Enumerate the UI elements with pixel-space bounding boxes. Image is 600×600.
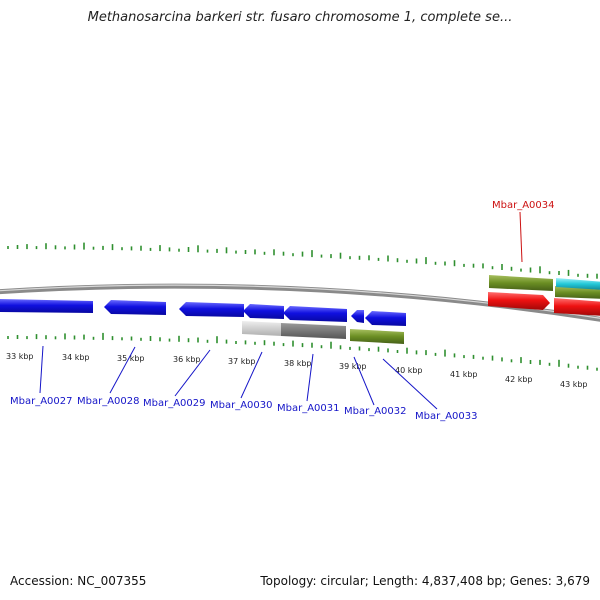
gene-labels: Mbar_A0027 Mbar_A0028 Mbar_A0029 Mbar_A0… — [10, 200, 555, 422]
kbp-label: 40 kbp — [395, 366, 423, 375]
gene-label-mbar-a0033[interactable]: Mbar_A0033 — [415, 411, 478, 422]
feature-cyan[interactable] — [556, 278, 600, 290]
kbp-label: 35 kbp — [117, 354, 145, 363]
gene-feature-mbar-a0034[interactable] — [488, 292, 550, 310]
gc-skew-ticks-bottom — [7, 332, 598, 371]
feature-gray-light[interactable] — [242, 321, 282, 336]
leader-line-mbar-a0029 — [174, 349, 211, 397]
leader-line-mbar-a0030 — [240, 351, 263, 399]
leader-line-mbar-a0027 — [39, 345, 44, 394]
feature-gray-dark[interactable] — [281, 323, 346, 339]
kbp-scale-labels: 33 kbp 34 kbp 35 kbp 36 kbp 37 kbp 38 kb… — [6, 352, 588, 389]
gene-label-mbar-a0029[interactable]: Mbar_A0029 — [143, 398, 206, 409]
gene-feature-mbar-a0033[interactable] — [365, 311, 406, 326]
topology-summary: Topology: circular; Length: 4,837,408 bp… — [260, 574, 590, 588]
kbp-label: 39 kbp — [339, 362, 367, 371]
gene-feature-mbar-a0031[interactable] — [283, 306, 347, 322]
gene-label-leaders — [39, 345, 438, 410]
gene-feature-mbar-a0028[interactable] — [104, 300, 166, 315]
kbp-label: 43 kbp — [560, 380, 588, 389]
feature-green-upper-2[interactable] — [555, 286, 600, 299]
leader-line-mbar-a0028 — [109, 346, 136, 394]
kbp-label: 38 kbp — [284, 359, 312, 368]
gene-feature-mbar-a0032[interactable] — [351, 310, 364, 323]
map-title: Methanosarcina barkeri str. fusaro chrom… — [87, 10, 513, 25]
feature-green-lower[interactable] — [350, 329, 404, 344]
kbp-label: 36 kbp — [173, 355, 201, 364]
leader-line-mbar-a0034 — [519, 211, 523, 263]
gene-label-mbar-a0031[interactable]: Mbar_A0031 — [277, 403, 340, 414]
leader-line-mbar-a0031 — [306, 353, 314, 402]
gene-label-mbar-a0030[interactable]: Mbar_A0030 — [210, 400, 273, 411]
feature-green-upper-1[interactable] — [489, 275, 553, 291]
gene-feature-mbar-a0030[interactable] — [243, 304, 284, 319]
gene-label-mbar-a0032[interactable]: Mbar_A0032 — [344, 406, 407, 417]
gc-skew-ticks-top — [7, 242, 598, 279]
kbp-label: 34 kbp — [62, 353, 90, 362]
gene-label-mbar-a0034[interactable]: Mbar_A0034 — [492, 200, 555, 211]
gene-feature-mbar-a0029[interactable] — [179, 302, 244, 317]
leader-line-mbar-a0033 — [382, 358, 438, 410]
accession-text: Accession: NC_007355 — [10, 574, 147, 588]
gene-label-mbar-a0027[interactable]: Mbar_A0027 — [10, 396, 73, 407]
kbp-label: 41 kbp — [450, 370, 478, 379]
leader-line-mbar-a0032 — [353, 356, 375, 406]
kbp-label: 42 kbp — [505, 375, 533, 384]
gene-feature-red-2[interactable] — [554, 298, 600, 316]
kbp-label: 37 kbp — [228, 357, 256, 366]
gene-feature-mbar-a0027[interactable] — [0, 299, 93, 313]
gene-label-mbar-a0028[interactable]: Mbar_A0028 — [77, 396, 140, 407]
kbp-label: 33 kbp — [6, 352, 34, 361]
